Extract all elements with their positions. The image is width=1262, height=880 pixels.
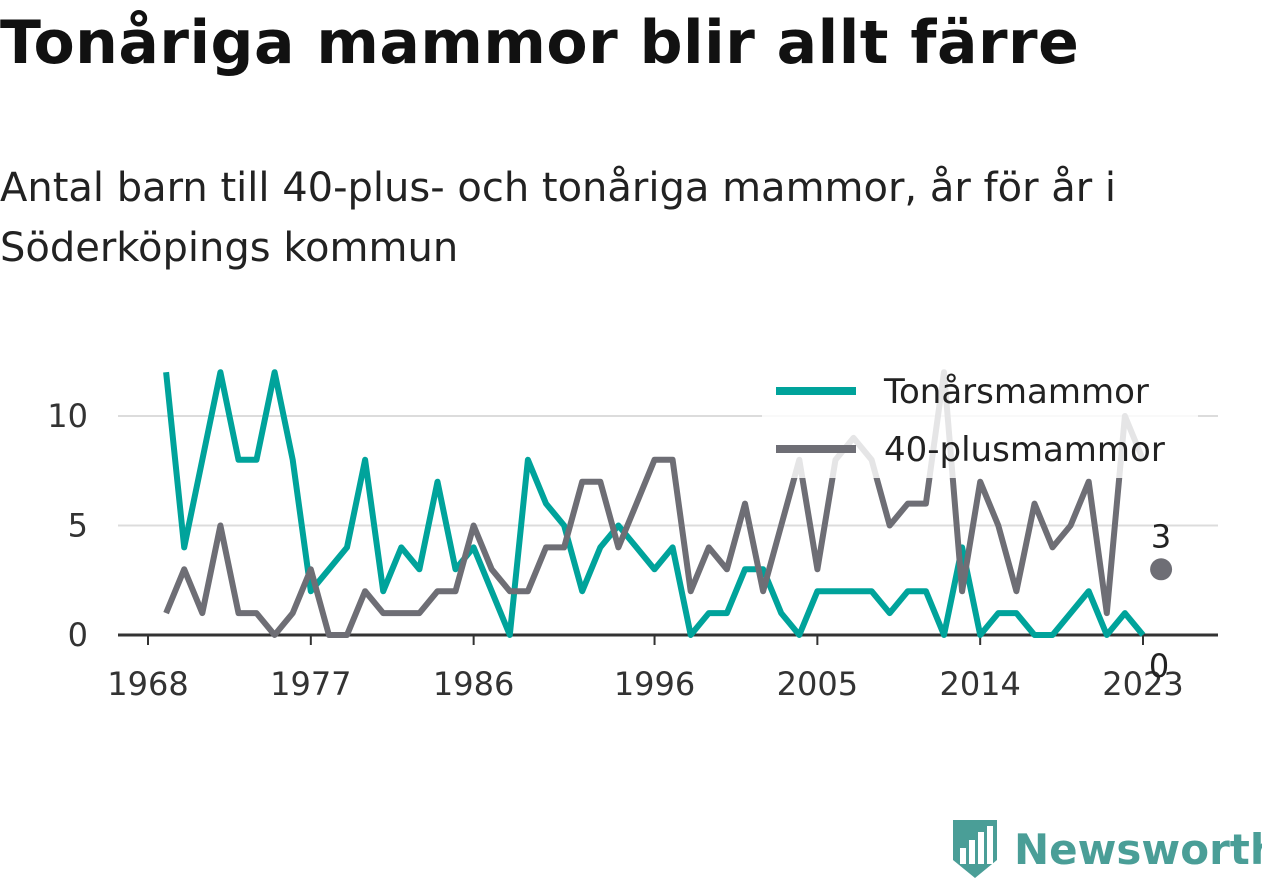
legend-background (762, 364, 1198, 478)
x-tick-label: 1968 (107, 665, 188, 703)
chart-title: Tonåriga mammor blir allt färre (0, 8, 1080, 78)
legend-label: 40-plusmammor (884, 430, 1165, 470)
x-tick-label: 1986 (433, 665, 514, 703)
series-lines (163, 369, 1146, 638)
end-label-tonarsmammor: 0 (1149, 647, 1169, 685)
legend: Tonårsmammor 40-plusmammor (762, 364, 1198, 478)
series-line-tonarsmammor (163, 369, 1146, 638)
x-tick-label: 2005 (777, 665, 858, 703)
series-line-40-plusmammor (163, 369, 1146, 638)
bar-chart-badge-icon (953, 820, 997, 878)
end-label-40-plusmammor: 3 (1151, 517, 1171, 555)
end-point-marker (1150, 558, 1173, 581)
x-axis: 1968 1977 1986 1996 2005 2014 2023 (107, 633, 1218, 703)
x-tick-label: 1977 (270, 665, 351, 703)
legend-label: Tonårsmammor (883, 372, 1149, 412)
brand-logo: Newsworthy (950, 818, 1262, 880)
x-tick-label: 2023 (1102, 665, 1183, 703)
chart-subtitle: Antal barn till 40-plus- och tonåriga ma… (0, 165, 1117, 271)
y-tick-label: 0 (68, 616, 88, 654)
y-tick-label: 10 (47, 397, 88, 435)
x-tick-label: 2014 (939, 665, 1020, 703)
x-tick-label: 1996 (614, 665, 695, 703)
end-labels: 30 (1149, 517, 1173, 685)
y-tick-label: 5 (68, 507, 88, 545)
brand-name: Newsworthy (1014, 824, 1262, 874)
